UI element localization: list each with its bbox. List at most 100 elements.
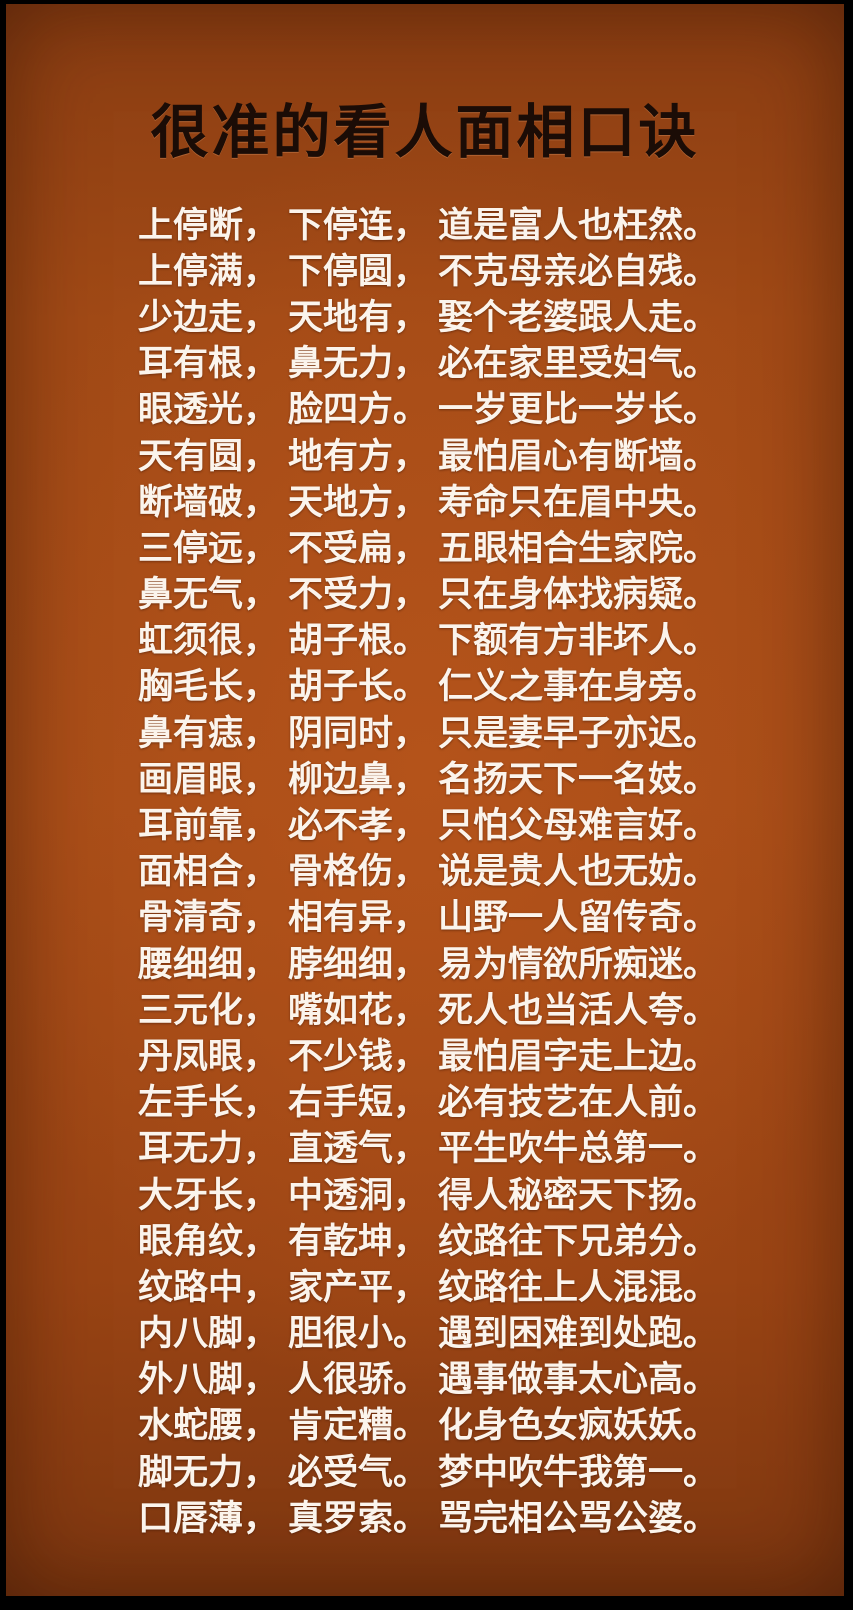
verse-phrase: 只是妻早子亦迟。 <box>438 713 719 754</box>
verse-phrase: 丹凤眼， <box>138 1036 279 1077</box>
verse-phrase: 平生吹牛总第一。 <box>438 1129 719 1170</box>
page-title: 很准的看人面相口诀 <box>150 98 700 166</box>
verse-phrase: 只在身体找病疑。 <box>438 575 719 616</box>
verse-phrase: 人很骄。 <box>288 1360 429 1401</box>
verse-phrase: 家产平， <box>288 1267 429 1308</box>
verse-phrase: 山野一人留传奇。 <box>438 898 719 939</box>
verse-line: 脚无力， 必受气。 梦中吹牛我第一。 <box>138 1446 738 1493</box>
verse-phrase: 死人也当活人夸。 <box>438 990 719 1031</box>
verse-phrase: 直透气， <box>288 1129 429 1170</box>
verse-phrase: 不克母亲必自残。 <box>438 251 719 292</box>
verse-phrase: 不受扁， <box>288 528 429 569</box>
verse-phrase: 有乾坤， <box>288 1221 429 1262</box>
verse-phrase: 鼻无气， <box>138 575 279 616</box>
verse-phrase: 娶个老婆跟人走。 <box>438 297 719 338</box>
verse-phrase: 中透洞， <box>288 1175 429 1216</box>
verse-phrase: 阴同时， <box>288 713 429 754</box>
verse-phrase: 化身色女疯妖妖。 <box>438 1406 719 1447</box>
verse-phrase: 胡子长。 <box>288 667 429 708</box>
verse-phrase: 一岁更比一岁长。 <box>438 390 719 431</box>
verse-phrase: 相有异， <box>288 898 429 939</box>
verse-phrase: 说是贵人也无妨。 <box>438 852 719 893</box>
verse-line: 骨清奇， 相有异， 山野一人留传奇。 <box>138 892 738 938</box>
verse-phrase: 天地方， <box>288 482 429 523</box>
verse-phrase: 必不孝， <box>288 806 429 847</box>
verse-phrase: 纹路往下兄弟分。 <box>438 1221 719 1262</box>
verse-phrase: 纹路中， <box>138 1267 279 1308</box>
verse-phrase: 易为情欲所痴迷。 <box>438 944 719 985</box>
verse-phrase: 寿命只在眉中央。 <box>438 482 719 523</box>
verse-phrase: 耳无力， <box>138 1129 279 1170</box>
verse-line: 三停远， 不受扁， 五眼相合生家院。 <box>138 522 738 569</box>
verse-line: 虹须很， 胡子根。 下额有方非坏人。 <box>138 615 738 661</box>
verse-phrase: 胡子根。 <box>288 621 429 662</box>
verse-phrase: 断墙破， <box>138 482 279 523</box>
verse-phrase: 胸毛长， <box>138 667 279 708</box>
verse-line: 口唇薄， 真罗索。 骂完相公骂公婆。 <box>138 1492 738 1539</box>
verse-phrase: 必受气。 <box>288 1452 429 1493</box>
verse-line: 鼻有痣， 阴同时， 只是妻早子亦迟。 <box>138 707 738 754</box>
verse-list: 上停断， 下停连， 道是富人也枉然。 上停满， 下停圆， 不克母亲必自残。少边走， 天地有，… <box>138 199 738 1539</box>
verse-phrase: 下额有方非坏人。 <box>438 621 719 662</box>
verse-phrase: 嘴如花， <box>288 990 429 1031</box>
verse-phrase: 五眼相合生家院。 <box>438 528 719 569</box>
verse-phrase: 三停远， <box>138 528 279 569</box>
verse-phrase: 天地有， <box>288 297 429 338</box>
verse-phrase: 骨格伤， <box>288 852 429 893</box>
verse-line: 大牙长， 中透洞， 得人秘密天下扬。 <box>138 1169 738 1216</box>
verse-phrase: 地有方， <box>288 436 429 477</box>
poster-panel: 很准的看人面相口诀 上停断， 下停连， 道是富人也枉然。 上停满， 下停圆， 不克母亲必自… <box>6 4 844 1596</box>
verse-phrase: 只怕父母难言好。 <box>438 806 719 847</box>
verse-phrase: 名扬天下一名妓。 <box>438 759 719 800</box>
verse-line: 三元化， 嘴如花， 死人也当活人夸。 <box>138 984 738 1031</box>
verse-phrase: 天有圆， <box>138 436 279 477</box>
verse-phrase: 必有技艺在人前。 <box>438 1083 719 1124</box>
verse-line: 耳无力， 直透气， 平生吹牛总第一。 <box>138 1123 738 1169</box>
verse-line: 纹路中， 家产平， 纹路往上人混混。 <box>138 1261 738 1308</box>
verse-phrase: 腰细细， <box>138 944 279 985</box>
verse-phrase: 眼角纹， <box>138 1221 279 1262</box>
verse-phrase: 鼻有痣， <box>138 713 279 754</box>
verse-phrase: 道是富人也枉然。 <box>438 205 719 246</box>
verse-phrase: 内八脚， <box>138 1314 279 1355</box>
verse-phrase: 下停连， <box>288 205 429 246</box>
verse-line: 耳前靠， 必不孝， 只怕父母难言好。 <box>138 799 738 847</box>
verse-line: 左手长， 右手短， 必有技艺在人前。 <box>138 1077 738 1123</box>
verse-line: 眼透光， 脸四方。 一岁更比一岁长。 <box>138 384 738 430</box>
verse-line: 眼角纹， 有乾坤， 纹路往下兄弟分。 <box>138 1215 738 1262</box>
verse-phrase: 面相合， <box>138 852 279 893</box>
verse-phrase: 外八脚， <box>138 1360 279 1401</box>
verse-phrase: 下停圆， <box>288 251 429 292</box>
verse-line: 断墙破， 天地方， 寿命只在眉中央。 <box>138 476 738 523</box>
verse-line: 内八脚， 胆很小。 遇到困难到处跑。 <box>138 1308 738 1354</box>
verse-phrase: 眼透光， <box>138 390 279 431</box>
verse-line: 水蛇腰， 肯定糟。 化身色女疯妖妖。 <box>138 1400 738 1446</box>
verse-phrase: 脖细细， <box>288 944 429 985</box>
verse-phrase: 耳前靠， <box>138 806 279 847</box>
verse-phrase: 脚无力， <box>138 1452 279 1493</box>
verse-phrase: 口唇薄， <box>138 1498 279 1539</box>
verse-phrase: 必在家里受妇气。 <box>438 344 719 385</box>
verse-line: 外八脚， 人很骄。 遇事做事太心高。 <box>138 1354 738 1400</box>
verse-phrase: 耳有根， <box>138 344 279 385</box>
verse-phrase: 鼻无力， <box>288 344 429 385</box>
verse-phrase: 最怕眉字走上边。 <box>438 1036 719 1077</box>
verse-phrase: 纹路往上人混混。 <box>438 1267 719 1308</box>
verse-phrase: 得人秘密天下扬。 <box>438 1175 719 1216</box>
verse-phrase: 左手长， <box>138 1083 279 1124</box>
verse-line: 胸毛长， 胡子长。 仁义之事在身旁。 <box>138 661 738 707</box>
verse-line: 上停满， 下停圆， 不克母亲必自残。 <box>138 245 738 292</box>
verse-line: 面相合， 骨格伤， 说是贵人也无妨。 <box>138 846 738 892</box>
verse-phrase: 右手短， <box>288 1083 429 1124</box>
verse-phrase: 三元化， <box>138 990 279 1031</box>
verse-phrase: 柳边鼻， <box>288 759 429 800</box>
verse-phrase: 肯定糟。 <box>288 1406 429 1447</box>
verse-phrase: 少边走， <box>138 297 279 338</box>
verse-phrase: 不少钱， <box>288 1036 429 1077</box>
verse-line: 丹凤眼， 不少钱， 最怕眉字走上边。 <box>138 1030 738 1077</box>
verse-phrase: 骂完相公骂公婆。 <box>438 1498 719 1539</box>
verse-phrase: 不受力， <box>288 575 429 616</box>
verse-phrase: 画眉眼， <box>138 759 279 800</box>
verse-phrase: 上停断， <box>138 205 279 246</box>
